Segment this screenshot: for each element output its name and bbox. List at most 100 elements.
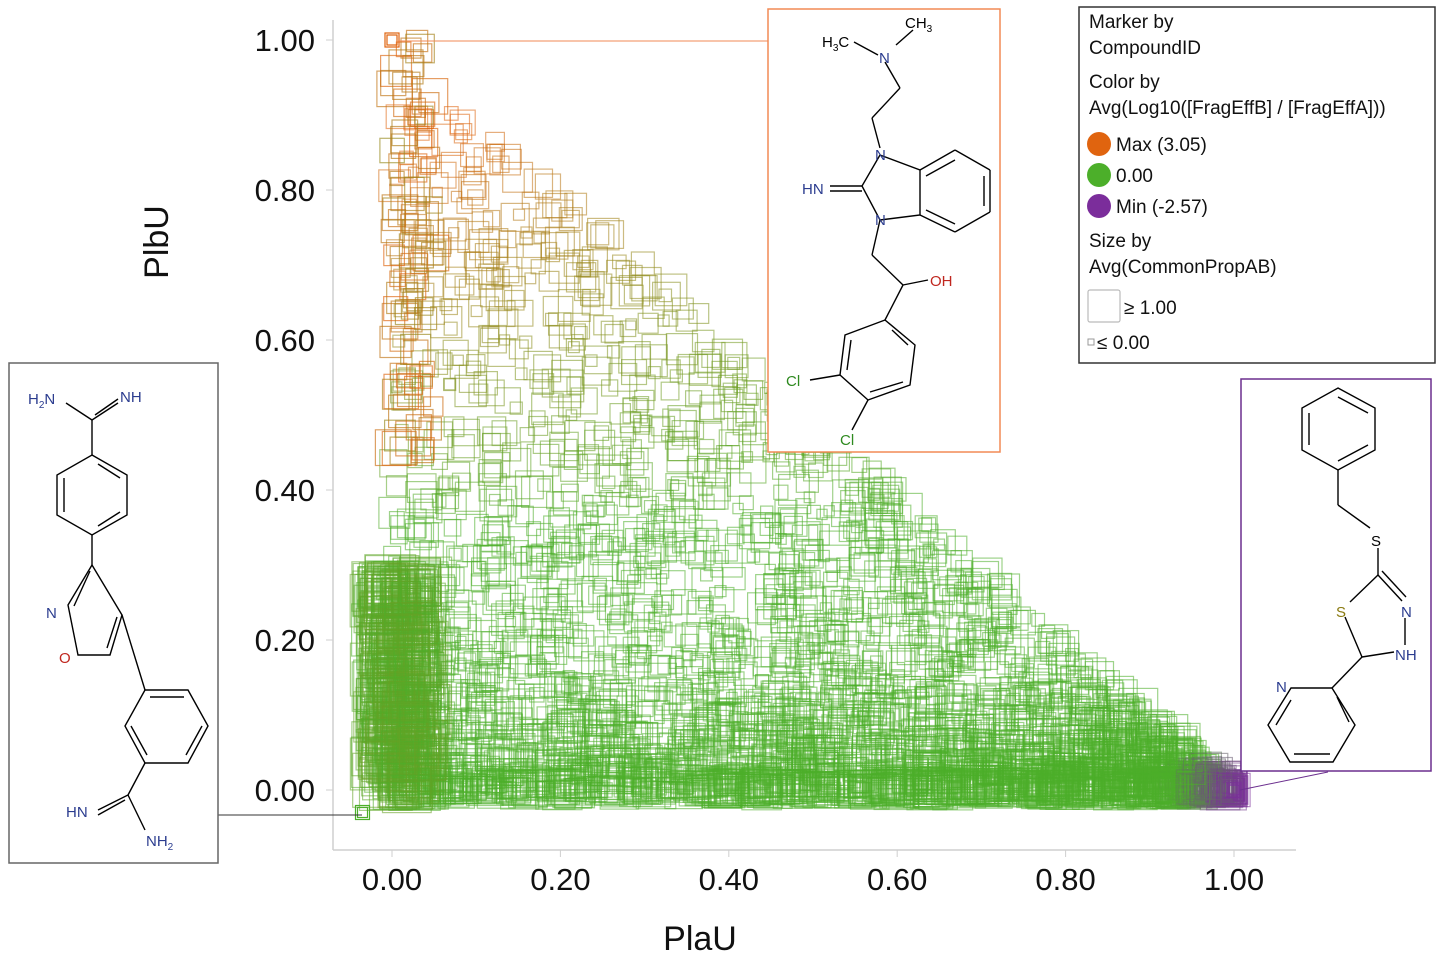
scatter-point [415,219,445,250]
scatter-point [440,151,467,178]
scatter-point [773,645,802,675]
scatter-point [533,231,546,244]
scatter-point [1051,650,1077,676]
scatter-point [584,429,616,461]
scatter-point [383,244,405,267]
scatter-point [1035,772,1069,805]
scatter-point [830,502,857,528]
scatter-point [549,531,577,559]
scatter-point [839,598,852,611]
scatter-point [705,604,726,625]
scatter-point [861,468,892,498]
legend: Marker by CompoundID Color by Avg(Log10(… [1078,6,1436,364]
scatter-point [1004,695,1030,721]
scatter-point [583,703,614,734]
scatter-point [536,662,552,678]
scatter-point [891,492,923,525]
scatter-point [680,539,705,564]
scatter-point [402,219,432,249]
scatter-point [922,543,935,556]
scatter-point [1043,700,1070,728]
scatter-point [956,641,972,656]
scatter-point [923,544,947,568]
scatter-point [1096,718,1118,740]
scatter-point [443,273,470,301]
scatter-point [414,105,434,125]
scatter-point [636,644,652,660]
scatter-point [781,548,805,572]
scatter-point [370,658,416,704]
y-tick-label: 0.40 [255,473,315,508]
scatter-point [460,707,493,739]
scatter-point [398,726,440,768]
scatter-point [765,776,788,799]
scatter-point [455,748,494,787]
scatter-point [565,622,587,644]
scatter-point [746,592,779,624]
scatter-point [411,437,435,461]
scatter-point [619,451,645,476]
scatter-point [575,262,592,278]
scatter-point [366,562,419,615]
scatter-point [412,408,434,431]
scatter-point [542,192,568,219]
scatter-point [629,720,649,739]
scatter-point [676,356,695,375]
scatter-point [775,452,796,473]
scatter-point [703,552,723,572]
scatter-point [518,683,556,721]
scatter-point [593,315,614,336]
scatter-point [642,522,661,542]
scatter-point [625,318,638,331]
scatter-point [1195,763,1232,801]
scatter-point [842,630,860,648]
scatter-point [820,747,862,789]
scatter-point [1165,744,1206,786]
scatter-point [552,767,594,808]
scatter-point [1067,706,1105,745]
scatter-point [446,545,469,568]
scatter-point [663,625,686,648]
scatter-point [483,750,519,786]
scatter-point [465,687,504,726]
scatter-point [532,373,555,395]
scatter-point [1158,725,1185,752]
scatter-point [848,762,879,794]
scatter-point [836,557,850,571]
scatter-point [576,720,615,758]
scatter-point [560,580,594,614]
scatter-point [470,305,483,318]
scatter-point [651,417,671,437]
scatter-point [919,523,939,543]
scatter-point [879,702,905,727]
scatter-point [465,761,504,800]
scatter-point [707,620,720,633]
scatter-point [582,501,615,535]
scatter-point [452,710,469,727]
scatter-point [626,582,658,614]
scatter-point [610,276,643,310]
scatter-point [395,41,412,58]
scatter-point [378,169,411,203]
scatter-point [632,777,658,803]
svg-text:N: N [1401,604,1412,621]
scatter-point [622,439,643,460]
scatter-point [914,515,938,539]
scatter-point [601,529,624,552]
scatter-point [577,255,590,268]
scatter-point [466,693,496,724]
scatter-point [514,470,544,500]
scatter-point [771,662,788,678]
scatter-point [729,728,750,750]
scatter-point [728,712,745,729]
scatter-point [966,624,987,645]
scatter-point [731,773,750,792]
scatter-point [716,777,736,797]
scatter-point [617,560,640,583]
scatter-point [1107,702,1136,731]
scatter-point [588,744,605,761]
scatter-point [495,712,523,739]
scatter-point [818,651,832,665]
scatter-point [634,534,665,565]
scatter-point [398,625,431,657]
